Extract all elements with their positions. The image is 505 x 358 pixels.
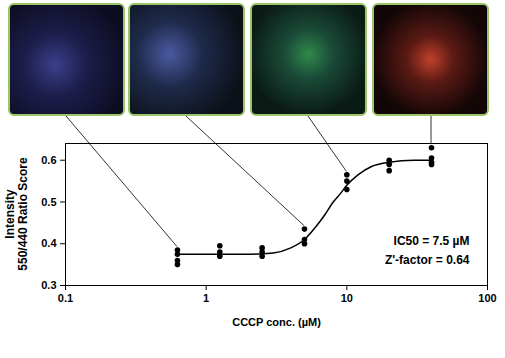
- svg-text:Z'-factor = 0.64: Z'-factor = 0.64: [385, 253, 470, 267]
- svg-text:Intensity550/440 Ratio Score: Intensity550/440 Ratio Score: [3, 157, 30, 271]
- svg-text:10: 10: [341, 292, 353, 304]
- svg-text:0.3: 0.3: [41, 279, 56, 291]
- svg-text:0.1: 0.1: [58, 292, 73, 304]
- svg-text:0.6: 0.6: [41, 154, 56, 166]
- svg-text:0.4: 0.4: [41, 237, 57, 249]
- svg-text:1: 1: [203, 292, 209, 304]
- svg-text:IC50 = 7.5 µM: IC50 = 7.5 µM: [394, 234, 470, 248]
- svg-text:0.5: 0.5: [41, 195, 56, 207]
- svg-text:CCCP conc. (µM): CCCP conc. (µM): [232, 316, 321, 328]
- svg-text:100: 100: [478, 292, 496, 304]
